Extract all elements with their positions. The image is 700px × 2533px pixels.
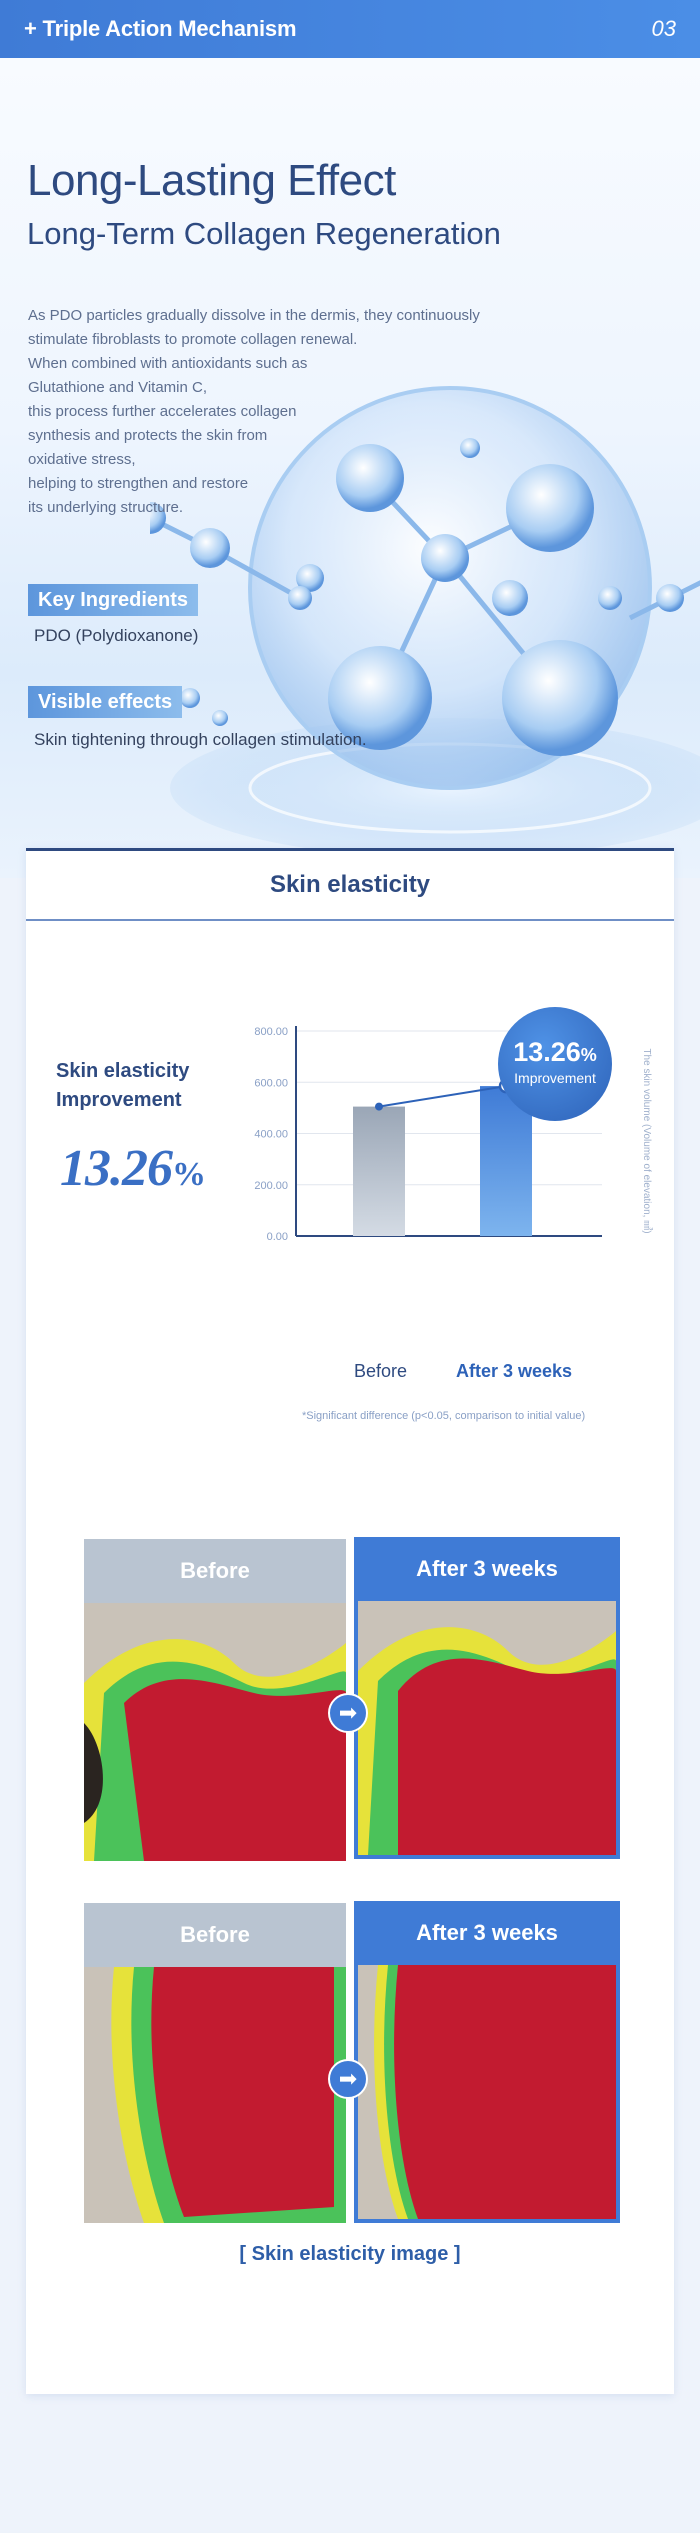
y-tick-label: 800.00 bbox=[254, 1026, 288, 1038]
panel-label: Before bbox=[84, 1903, 346, 1967]
section-title: + Triple Action Mechanism bbox=[24, 16, 297, 41]
description-line: stimulate fibroblasts to promote collage… bbox=[28, 331, 358, 348]
badge-value: 13.26 bbox=[513, 1037, 581, 1067]
hero-description: As PDO particles gradually dissolve in t… bbox=[28, 304, 548, 520]
panel-label: Before bbox=[84, 1539, 346, 1603]
bar-before bbox=[353, 1106, 405, 1236]
arrow-right-icon: ➡ bbox=[328, 1693, 368, 1733]
heatmap-image bbox=[84, 1603, 346, 1861]
stat-label: Skin elasticity Improvement bbox=[56, 1057, 189, 1115]
description-line: synthesis and protects the skin from bbox=[28, 427, 268, 444]
significance-note: *Significant difference (p<0.05, compari… bbox=[302, 1410, 586, 1422]
card-title: Skin elasticity bbox=[26, 851, 674, 921]
molecule-sphere-illustration bbox=[150, 386, 700, 858]
image-caption: [ Skin elasticity image ] bbox=[239, 2243, 461, 2265]
heatmap-image bbox=[358, 1965, 616, 2219]
description-line: this process further accelerates collage… bbox=[28, 403, 297, 420]
y-tick-label: 200.00 bbox=[254, 1180, 288, 1192]
stat-unit: % bbox=[172, 1156, 206, 1193]
panel-label: After 3 weeks bbox=[358, 1901, 616, 1965]
improvement-badge: 13.26% Improvement bbox=[498, 1007, 612, 1121]
stat-label-line: Skin elasticity bbox=[56, 1060, 190, 1082]
category-label-after: After 3 weeks bbox=[456, 1361, 573, 1381]
after-image-panel: After 3 weeks bbox=[354, 1901, 620, 2223]
visible-effects-value: Skin tightening through collagen stimula… bbox=[34, 730, 367, 749]
badge-unit: % bbox=[580, 1045, 597, 1065]
before-image-panel: Before bbox=[84, 1539, 346, 1861]
heatmap-image bbox=[84, 1967, 346, 2223]
key-ingredients-tag: Key Ingredients bbox=[28, 584, 199, 616]
hero-title: Long-Lasting Effect bbox=[27, 156, 396, 205]
hero-subtitle: Long-Term Collagen Regeneration bbox=[27, 216, 501, 251]
y-tick-label: 600.00 bbox=[254, 1077, 288, 1089]
stat-number: 13.26 bbox=[60, 1140, 173, 1197]
header-bar: + Triple Action Mechanism 03 bbox=[0, 0, 700, 58]
before-image-panel: Before bbox=[84, 1903, 346, 2223]
description-line: its underlying structure. bbox=[28, 499, 184, 516]
y-tick-label: 0.00 bbox=[267, 1231, 288, 1243]
arrow-right-icon: ➡ bbox=[328, 2059, 368, 2099]
description-line: Glutathione and Vitamin C, bbox=[28, 379, 207, 396]
visible-effects-tag: Visible effects bbox=[28, 686, 183, 718]
stat-label-line: Improvement bbox=[56, 1089, 182, 1111]
y-tick-label: 400.00 bbox=[254, 1129, 288, 1141]
description-line: When combined with antioxidants such as bbox=[28, 355, 308, 372]
after-image-panel: After 3 weeks bbox=[354, 1537, 620, 1859]
page-number: 03 bbox=[651, 16, 676, 41]
category-label-before: Before bbox=[354, 1361, 408, 1381]
y-axis-label: The skin volume (Volume of elevation, ㎣) bbox=[641, 1048, 654, 1233]
key-ingredients-value: PDO (Polydioxanone) bbox=[34, 626, 199, 645]
stat-value: 13.26% bbox=[60, 1139, 206, 1198]
badge-label: Improvement bbox=[514, 1070, 596, 1086]
panel-label: After 3 weeks bbox=[358, 1537, 616, 1601]
description-line: helping to strengthen and restore bbox=[28, 475, 249, 492]
skin-elasticity-card: Skin elasticity Skin elasticity Improvem… bbox=[26, 848, 674, 2394]
heatmap-image bbox=[358, 1601, 616, 1855]
description-line: oxidative stress, bbox=[28, 451, 136, 468]
trend-line bbox=[378, 1085, 507, 1108]
hero-section: Long-Lasting Effect Long-Term Collagen R… bbox=[0, 58, 700, 878]
data-point bbox=[375, 1102, 383, 1111]
description-line: As PDO particles gradually dissolve in t… bbox=[28, 307, 480, 324]
